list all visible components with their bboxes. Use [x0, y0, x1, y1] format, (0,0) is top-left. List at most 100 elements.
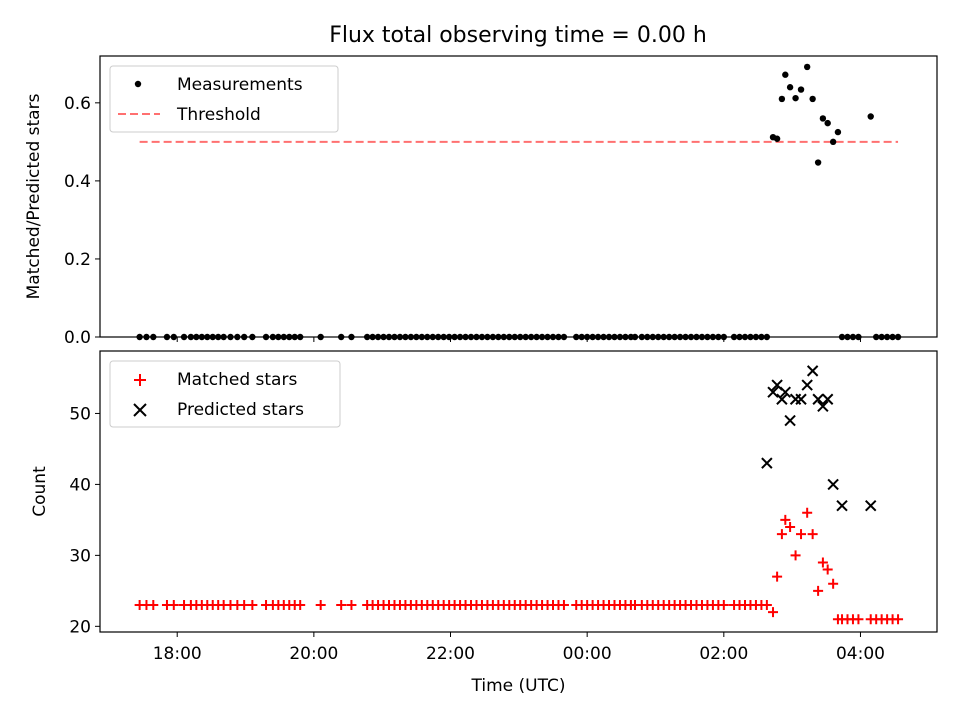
measurement-point — [407, 333, 415, 341]
measurement-point — [736, 333, 743, 341]
measurement-point — [616, 333, 624, 341]
measurement-point — [280, 333, 287, 341]
matched-star-point — [718, 600, 729, 611]
measurement-point — [778, 95, 786, 103]
measurement-point — [655, 333, 662, 341]
top-ytick-label: 0.6 — [64, 94, 91, 114]
measurement-point — [467, 333, 475, 341]
predicted-star-point — [779, 386, 792, 398]
measurement-point — [402, 333, 409, 341]
matched-star-point — [780, 514, 791, 525]
bottom-xtick-label: 00:00 — [563, 644, 612, 664]
measurement-point — [478, 333, 486, 341]
bottom-xtick-label: 02:00 — [699, 644, 748, 664]
matched-star-point — [807, 529, 818, 540]
measurement-point — [240, 333, 248, 341]
measurement-point — [644, 333, 651, 341]
predicted-star-point — [784, 414, 796, 427]
top-legend: Measurements Threshold — [109, 65, 339, 133]
measurement-point — [262, 333, 270, 341]
measurement-point — [435, 333, 442, 341]
bottom-ytick-label: 20 — [69, 617, 91, 637]
legend-marker-measurements — [134, 80, 142, 88]
measurement-point — [600, 333, 607, 341]
measurement-point — [611, 333, 618, 341]
matched-star-point — [768, 607, 779, 618]
measurement-point — [413, 333, 420, 341]
predicted-star-point — [776, 393, 788, 405]
measurement-point — [296, 333, 304, 341]
measurement-point — [730, 333, 738, 341]
matched-star-point — [776, 529, 787, 540]
measurement-point — [391, 333, 398, 341]
measurement-point — [150, 333, 157, 341]
measurement-point — [676, 333, 684, 341]
measurement-point — [752, 333, 760, 341]
bottom-legend-box — [109, 360, 341, 428]
measurement-point — [462, 333, 469, 341]
measurement-point — [589, 333, 596, 341]
measurement-point — [555, 333, 562, 341]
measurement-point — [275, 333, 282, 341]
measurement-point — [220, 333, 227, 341]
top-ytick-label: 0.4 — [64, 172, 91, 192]
bottom-xtick-label: 18:00 — [153, 644, 202, 664]
measurement-point — [834, 128, 842, 136]
measurement-point — [809, 95, 816, 103]
matched-star-point — [336, 600, 347, 611]
measurement-point — [533, 333, 540, 341]
measurement-point — [829, 138, 837, 146]
measurement-point — [143, 333, 150, 341]
measurement-point — [511, 333, 518, 341]
matched-star-point — [761, 600, 772, 611]
measurement-point — [889, 333, 896, 341]
legend-label-threshold: Threshold — [176, 105, 261, 125]
measurement-point — [824, 119, 831, 127]
measurement-point — [704, 333, 711, 341]
measurement-point — [385, 333, 393, 341]
top-legend-box — [109, 65, 339, 133]
bottom-xtick-label: 22:00 — [426, 644, 475, 664]
matched-star-point — [315, 600, 326, 611]
chart-title: Flux total observing time = 0.00 h — [329, 23, 707, 48]
measurement-point — [649, 333, 656, 341]
measurement-point — [429, 333, 436, 341]
measurement-point — [286, 333, 293, 341]
bottom-ylabel: Count — [30, 466, 50, 517]
top-ytick-label: 0.2 — [64, 250, 91, 270]
legend-marker-predicted — [133, 403, 147, 417]
top-panel: 0.0 0.2 0.4 0.6 Matched/Predicted stars Measu… — [24, 55, 938, 348]
measurement-point — [849, 333, 857, 341]
matched-star-point — [790, 550, 801, 561]
matched-star-point — [295, 600, 306, 611]
top-ylabel: Matched/Predicted stars — [24, 93, 44, 299]
measurement-point — [193, 333, 200, 341]
measurement-point — [741, 333, 749, 341]
measurement-point — [671, 333, 678, 341]
measurement-point — [369, 333, 376, 341]
measurement-point — [792, 94, 799, 102]
measurement-point — [894, 333, 902, 341]
measurement-point — [844, 333, 851, 341]
measurement-point — [867, 113, 874, 120]
predicted-star-point — [817, 400, 829, 413]
measurement-point — [594, 333, 602, 341]
measurement-point — [878, 333, 885, 341]
measurement-point — [544, 333, 551, 341]
measurement-point — [209, 333, 216, 341]
predicted-star-point — [827, 478, 839, 491]
measurement-point — [814, 159, 822, 166]
measurement-point — [573, 333, 580, 341]
measurement-point — [456, 333, 464, 341]
predicted-star-point — [865, 499, 877, 512]
measurement-point — [782, 71, 789, 78]
predicted-star-point — [836, 499, 848, 512]
predicted-star-point — [801, 379, 813, 391]
measurement-point — [180, 333, 188, 341]
predicted-star-point — [789, 393, 802, 405]
measurement-point — [665, 333, 673, 341]
measurement-point — [445, 333, 453, 341]
predicted-star-point — [795, 393, 807, 405]
measurement-point — [440, 333, 447, 341]
